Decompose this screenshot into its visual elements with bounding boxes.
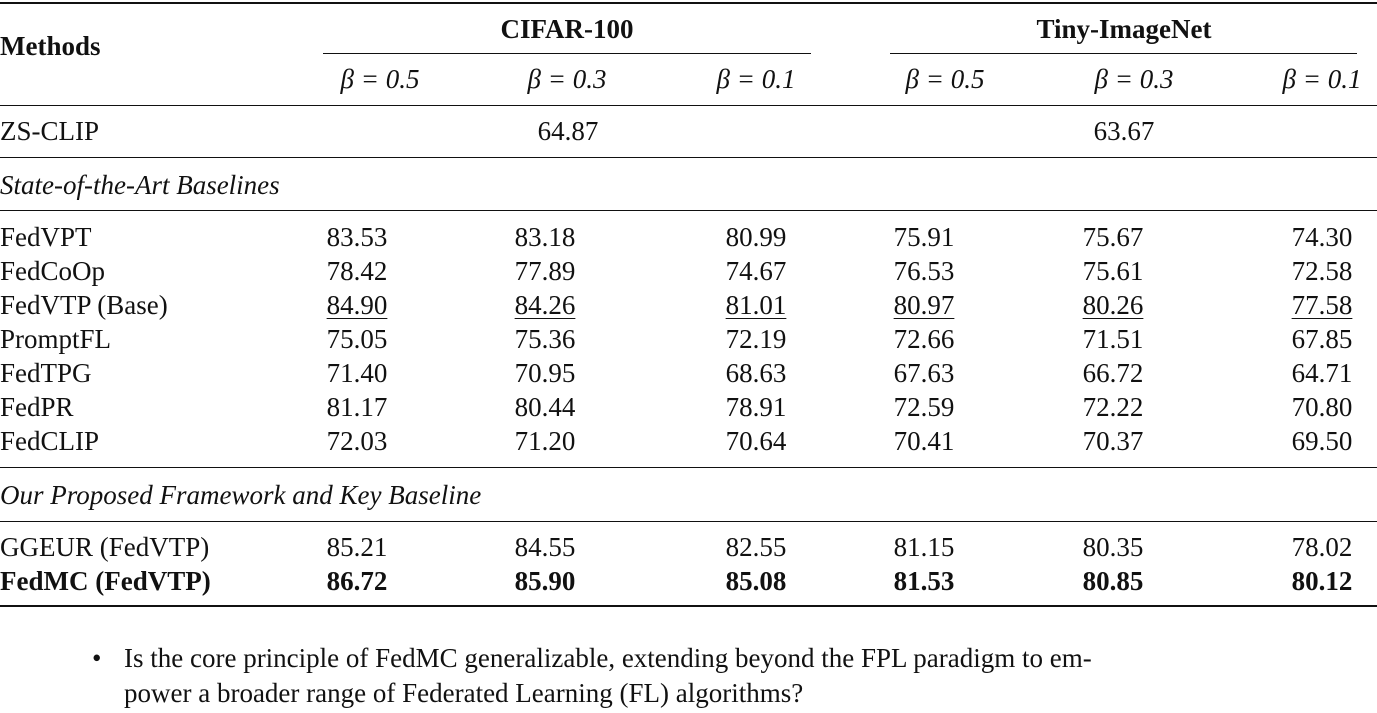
beta-header: β = 0.1 [716, 64, 796, 94]
table-cell: 72.03 [326, 426, 388, 456]
table-cell: 74.67 [725, 256, 787, 286]
table-cell: 80.26 [1082, 290, 1144, 320]
bullet-text-line2: power a broader range of Federated Learn… [124, 678, 804, 708]
table-cell: 75.61 [1082, 256, 1144, 286]
method-name: FedMC (FedVTP) [0, 566, 211, 596]
table-cell: 71.51 [1082, 324, 1144, 354]
table-cell: 85.90 [514, 566, 576, 596]
group-header-cifar: CIFAR-100 [500, 14, 634, 44]
table-cell: 72.19 [725, 324, 787, 354]
table-cell: 67.63 [893, 358, 955, 388]
table-cell: 80.35 [1082, 532, 1144, 562]
table-cell: 72.22 [1082, 392, 1144, 422]
table-cell: 84.55 [514, 532, 576, 562]
table-cell: 75.67 [1082, 222, 1144, 252]
table-cell: 81.53 [893, 566, 955, 596]
rule [0, 210, 1377, 212]
table-cell: 69.50 [1291, 426, 1353, 456]
top-rule [0, 2, 1377, 4]
table-cell: 81.15 [893, 532, 955, 562]
beta-header: β = 0.5 [905, 64, 985, 94]
table-cell: 85.08 [725, 566, 787, 596]
beta-header: β = 0.3 [1094, 64, 1174, 94]
table-cell: 76.53 [893, 256, 955, 286]
table-cell: 75.91 [893, 222, 955, 252]
table-cell: 78.02 [1291, 532, 1353, 562]
table-cell: 72.58 [1291, 256, 1353, 286]
table-cell: 81.01 [725, 290, 787, 320]
rule [0, 467, 1377, 469]
table-cell: 70.64 [725, 426, 787, 456]
table-cell: 72.59 [893, 392, 955, 422]
table-cell: 84.26 [514, 290, 576, 320]
table-cell: 77.58 [1291, 290, 1353, 320]
cifar-group-rule [323, 53, 811, 55]
bullet-text-line1: Is the core principle of FedMC generaliz… [124, 643, 1092, 673]
method-name: FedTPG [0, 358, 92, 388]
section-heading-proposed: Our Proposed Framework and Key Baseline [0, 480, 482, 510]
table-cell: 80.44 [514, 392, 576, 422]
table-cell: 75.36 [514, 324, 576, 354]
table-cell: 80.12 [1291, 566, 1353, 596]
table-cell: 72.66 [893, 324, 955, 354]
zs-clip-method: ZS-CLIP [0, 116, 100, 146]
table-cell: 70.37 [1082, 426, 1144, 456]
table-cell: 71.40 [326, 358, 388, 388]
table-cell: 71.20 [514, 426, 576, 456]
table-cell: 67.85 [1291, 324, 1353, 354]
table-cell: 83.53 [326, 222, 388, 252]
table-cell: 80.97 [893, 290, 955, 320]
table-cell: 70.95 [514, 358, 576, 388]
beta-header: β = 0.5 [340, 64, 420, 94]
method-name: FedCoOp [0, 256, 106, 286]
bullet-icon: • [92, 643, 102, 673]
table-cell: 85.21 [326, 532, 388, 562]
method-name: PromptFL [0, 324, 112, 354]
zs-clip-tiny: 63.67 [1093, 116, 1155, 146]
method-name: FedPR [0, 392, 74, 422]
table-cell: 78.91 [725, 392, 787, 422]
table-cell: 70.80 [1291, 392, 1353, 422]
rule [0, 521, 1377, 523]
table-cell: 64.71 [1291, 358, 1353, 388]
table-cell: 82.55 [725, 532, 787, 562]
method-name: FedVPT [0, 222, 92, 252]
rule [0, 157, 1377, 159]
table-cell: 80.85 [1082, 566, 1144, 596]
table-cell: 78.42 [326, 256, 388, 286]
table-cell: 66.72 [1082, 358, 1144, 388]
bottom-rule [0, 605, 1377, 607]
section-heading-baselines: State-of-the-Art Baselines [0, 170, 280, 200]
table-cell: 83.18 [514, 222, 576, 252]
beta-header: β = 0.1 [1282, 64, 1362, 94]
zs-clip-cifar: 64.87 [537, 116, 599, 146]
table-cell: 70.41 [893, 426, 955, 456]
method-name: FedCLIP [0, 426, 100, 456]
table-cell: 84.90 [326, 290, 388, 320]
table-cell: 75.05 [326, 324, 388, 354]
table-cell: 68.63 [725, 358, 787, 388]
table-cell: 86.72 [326, 566, 388, 596]
table-cell: 80.99 [725, 222, 787, 252]
table-cell: 74.30 [1291, 222, 1353, 252]
table-cell: 77.89 [514, 256, 576, 286]
group-header-tiny: Tiny-ImageNet [1036, 14, 1212, 44]
methods-header: Methods [0, 31, 101, 61]
method-name: GGEUR (FedVTP) [0, 532, 210, 562]
header-rule [0, 105, 1377, 107]
table-cell: 81.17 [326, 392, 388, 422]
beta-header: β = 0.3 [527, 64, 607, 94]
method-name: FedVTP (Base) [0, 290, 168, 320]
tiny-group-rule [890, 53, 1357, 55]
